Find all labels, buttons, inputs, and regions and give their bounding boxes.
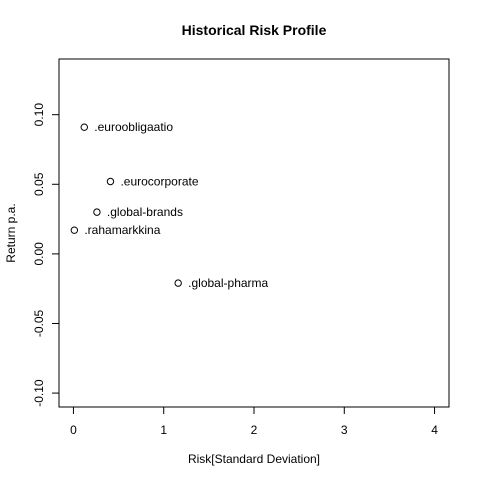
y-tick-label: 0.10: [32, 103, 46, 127]
y-tick-label: -0.05: [32, 309, 46, 337]
data-point: [106, 177, 115, 186]
data-point: [70, 226, 79, 234]
data-point: [174, 279, 182, 287]
y-tick-label: -0.10: [32, 379, 46, 407]
data-point: [93, 208, 101, 216]
data-label: .global-pharma: [188, 276, 268, 290]
x-tick-label: 1: [160, 423, 167, 437]
y-axis-label: Return p.a.: [4, 203, 18, 262]
data-label: .euroobligaatio: [94, 120, 173, 134]
data-point: [80, 123, 88, 131]
data-points: .euroobligaatio .eurocorporate .global-bra…: [70, 120, 269, 290]
data-label: .global-brands: [107, 205, 183, 219]
data-label: .rahamarkkina: [84, 223, 160, 237]
data-label: .eurocorporate: [120, 174, 198, 188]
x-tick-label: 0: [70, 423, 77, 437]
y-tick-label: 0.05: [32, 172, 46, 196]
x-tick-label: 2: [251, 423, 258, 437]
x-tick-label: 4: [431, 423, 438, 437]
x-axis: 0 1 2 3 4: [70, 406, 438, 437]
chart-title: Historical Risk Profile: [182, 22, 327, 38]
x-axis-label: Risk[Standard Deviation]: [188, 452, 320, 466]
y-axis: -0.10 -0.05 0.00 0.05 0.10: [32, 103, 60, 407]
y-tick-label: 0.00: [32, 242, 46, 266]
x-tick-label: 3: [341, 423, 348, 437]
